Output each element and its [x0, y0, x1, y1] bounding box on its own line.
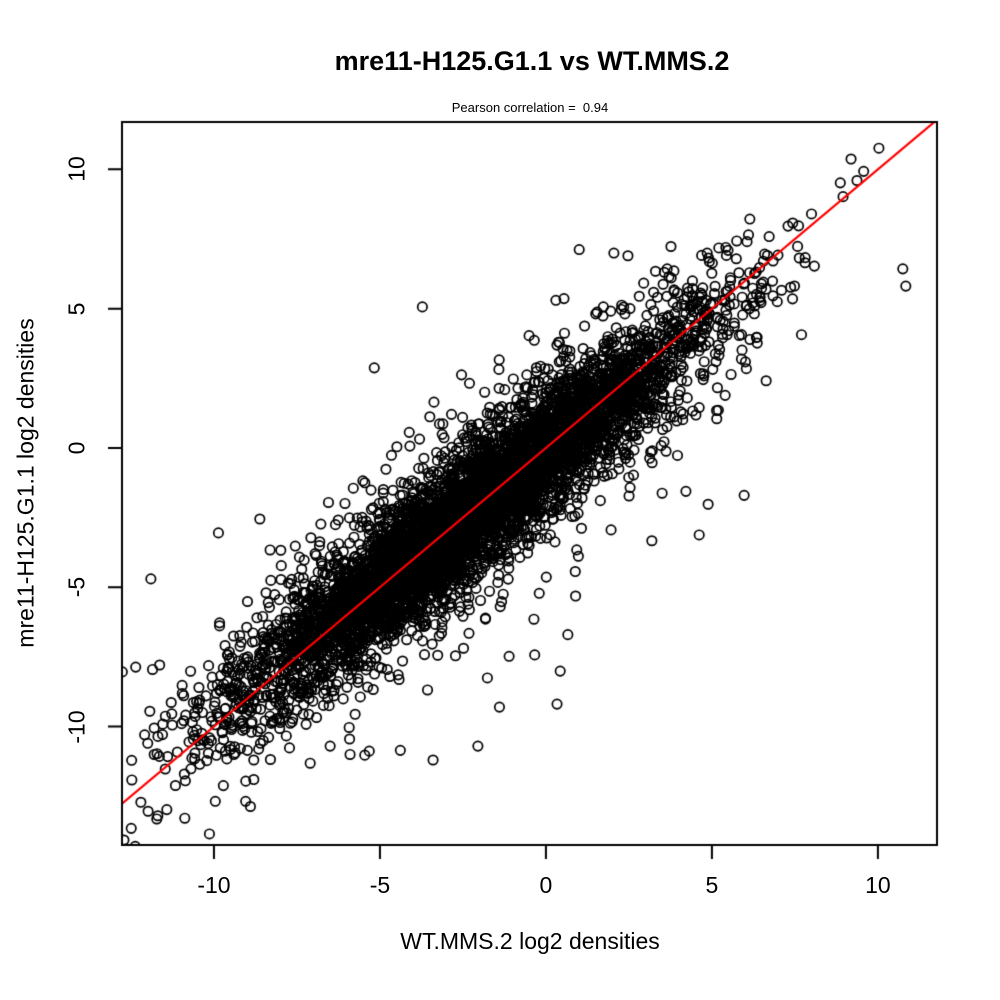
x-tick-label: 10	[865, 872, 891, 898]
x-tick-label: -5	[369, 872, 391, 898]
y-tick-label: 0	[63, 441, 90, 455]
y-tick-label: 10	[63, 156, 90, 183]
y-tick-label: 5	[63, 302, 90, 316]
y-tick-label: -5	[63, 577, 90, 598]
y-axis-label: mre11-H125.G1.1 log2 densities	[12, 318, 39, 648]
chart-title: mre11-H125.G1.1 vs WT.MMS.2	[334, 46, 730, 76]
x-tick-label: 0	[539, 872, 553, 898]
y-tick-label: -10	[63, 709, 90, 744]
pearson-correlation-annotation: Pearson correlation = 0.94	[451, 100, 609, 115]
x-tick-label: 5	[705, 872, 719, 898]
x-axis-label: WT.MMS.2 log2 densities	[400, 928, 660, 954]
x-tick-label: -10	[197, 872, 231, 898]
